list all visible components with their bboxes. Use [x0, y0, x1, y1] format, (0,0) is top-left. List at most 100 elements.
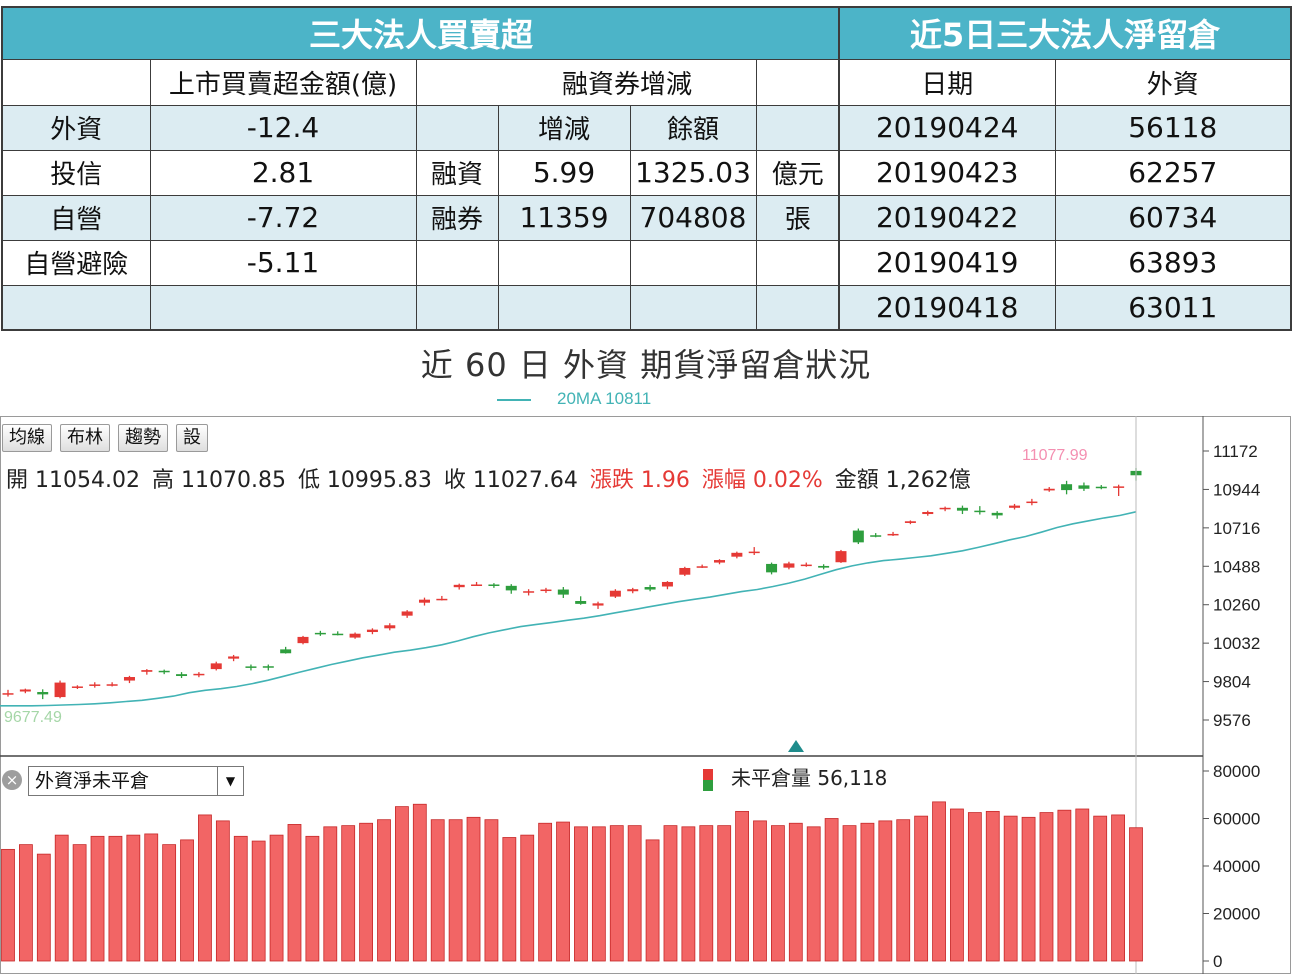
candle-body [748, 551, 760, 554]
balance-cell: 704808 [629, 194, 757, 241]
candle-body [2, 693, 14, 695]
date-header: 日期 [838, 58, 1056, 106]
candle-body [37, 692, 49, 695]
candle-body [89, 684, 101, 686]
pct-value: 漲幅 0.02% [701, 468, 823, 493]
change-cell [497, 239, 631, 286]
empty-cell [149, 284, 417, 331]
candle-body [505, 585, 517, 591]
unit-cell [755, 239, 841, 286]
close-icon[interactable]: × [2, 770, 22, 790]
candle-body [176, 674, 188, 677]
right-table-title: 近5日三大法人淨留倉 [838, 6, 1292, 60]
open-interest-bar [36, 853, 51, 962]
candle-body [661, 581, 673, 587]
candle-body [401, 611, 413, 616]
open-interest-bar [502, 837, 517, 962]
candle-body [818, 565, 830, 568]
balance-cell: 1325.03 [629, 149, 757, 196]
open-interest-bar [806, 826, 821, 962]
candle-body [488, 584, 500, 586]
open-interest-bar [162, 844, 177, 962]
indicator-select[interactable]: 外資淨未平倉 ▼ [28, 766, 244, 796]
open-interest-bar [180, 839, 194, 962]
candle-body [835, 551, 847, 563]
candle-body [332, 633, 344, 636]
ma-button[interactable]: 均線 [2, 424, 52, 452]
candle-body [731, 552, 743, 557]
position-cell: 56118 [1054, 104, 1292, 151]
amount-cell: -12.4 [149, 104, 417, 151]
open-interest-bar [90, 835, 105, 962]
unit-cell: 億元 [755, 149, 841, 196]
open-interest-bar [609, 825, 624, 962]
candle-body [123, 677, 135, 681]
balance-header: 餘額 [629, 104, 757, 151]
settings-button[interactable]: 設 [176, 424, 208, 452]
open-interest-bar [1057, 809, 1072, 962]
open-interest-bar [681, 826, 696, 962]
candle-body [939, 507, 951, 510]
change-value: 漲跌 1.96 [589, 468, 690, 493]
row-label: 投信 [1, 149, 151, 196]
position-cell: 62257 [1054, 149, 1292, 196]
date-cell: 20190419 [838, 239, 1056, 286]
chevron-down-icon[interactable]: ▼ [217, 767, 243, 795]
candle-body [106, 684, 118, 686]
candle-body [54, 682, 66, 698]
open-value: 開 11054.02 [6, 468, 140, 493]
candle-body [280, 649, 292, 654]
open-interest-bar [663, 825, 678, 962]
candle-body [1113, 486, 1125, 488]
bollinger-button[interactable]: 布林 [60, 424, 110, 452]
amount-cell: -7.72 [149, 194, 417, 241]
candle-body [210, 663, 222, 670]
price-tick-label: 9804 [1213, 673, 1251, 692]
open-interest-bar [305, 835, 320, 962]
candle-body [540, 589, 552, 592]
open-interest-bar [126, 834, 141, 962]
kind-cell: 融券 [415, 194, 499, 241]
institutional-net-table: 三大法人買賣超 上市買賣超金額(億) 融資券增減 外資 -12.4 增減 餘額 … [1, 6, 842, 331]
volume-legend: 未平倉量 56,118 [703, 762, 887, 791]
blank-header-cell [415, 58, 498, 106]
open-interest-bar [627, 825, 642, 962]
open-interest-bar [914, 815, 929, 962]
candle-body [609, 590, 621, 597]
open-interest-bar [108, 835, 123, 962]
price-tick-label: 10260 [1213, 596, 1260, 615]
open-interest-bar [556, 821, 570, 962]
open-interest-bar [1003, 815, 1018, 962]
candle-body [679, 567, 691, 575]
price-tick-label: 10944 [1213, 480, 1260, 499]
price-tick-label: 10032 [1213, 634, 1260, 653]
open-interest-bar [932, 801, 946, 962]
candle-body [592, 603, 604, 606]
candle-body [245, 666, 257, 668]
open-interest-bar [484, 819, 499, 962]
open-interest-bar [824, 818, 839, 962]
candle-body [297, 636, 309, 644]
empty-cell [755, 284, 841, 331]
volume-legend-swatch [703, 768, 713, 791]
trend-button[interactable]: 趨勢 [118, 424, 168, 452]
candle-body [1095, 486, 1107, 489]
volume-tick-label: 0 [1213, 952, 1222, 971]
candle-body [418, 599, 430, 603]
candle-body [349, 633, 361, 638]
open-interest-bar [323, 826, 338, 962]
unit-cell [755, 104, 841, 151]
price-tick-label: 9576 [1213, 711, 1251, 730]
candle-body [71, 686, 83, 688]
open-interest-bar [1039, 812, 1054, 962]
open-interest-bar [788, 822, 803, 962]
open-interest-bar [538, 822, 553, 962]
candle-body [991, 512, 1003, 516]
open-interest-bar [1093, 815, 1108, 962]
open-interest-bar [198, 814, 212, 962]
open-interest-bar [412, 803, 427, 962]
left-table-title: 三大法人買賣超 [1, 6, 841, 60]
candle-body [471, 584, 483, 586]
margin-header: 融資券增減 [497, 58, 757, 106]
open-interest-bar [233, 835, 248, 962]
